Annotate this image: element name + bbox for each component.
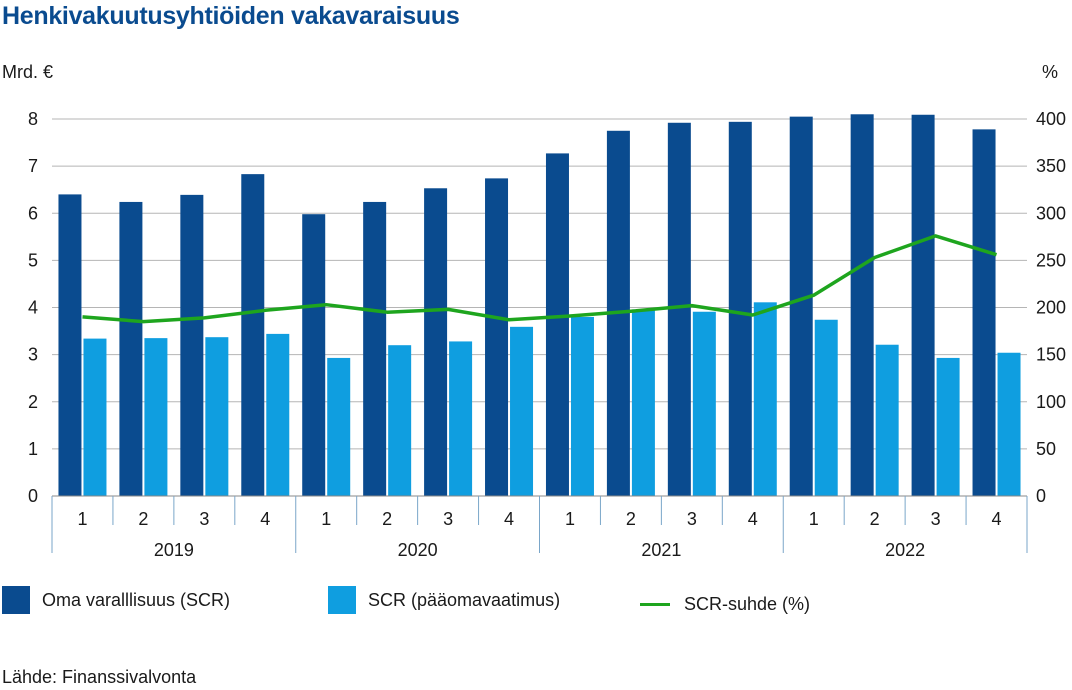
bar-scr — [875, 344, 899, 496]
x-tick-label: 3 — [931, 509, 941, 529]
y-right-tick-label: 400 — [1036, 109, 1066, 129]
x-tick-label: 1 — [565, 509, 575, 529]
legend-item-scr: SCR (pääomavaatimus) — [328, 586, 560, 614]
y-right-axis-label: % — [1042, 62, 1058, 82]
y-left-tick-label: 0 — [28, 486, 38, 506]
bar-scr — [388, 345, 412, 496]
x-tick-label: 3 — [199, 509, 209, 529]
legend-item-own-funds: Oma varalllisuus (SCR) — [2, 586, 230, 614]
x-tick-label: 1 — [77, 509, 87, 529]
bar-scr — [692, 311, 716, 496]
x-tick-label: 2 — [626, 509, 636, 529]
bar-scr — [631, 309, 655, 496]
bar-scr — [266, 333, 290, 496]
source-note: Lähde: Finanssivalvonta — [2, 667, 197, 687]
y-right-tick-label: 150 — [1036, 345, 1066, 365]
y-right-tick-label: 50 — [1036, 439, 1056, 459]
legend-label-scr: SCR (pääomavaatimus) — [368, 589, 561, 610]
bar-scr — [327, 357, 351, 496]
bar-own-funds — [850, 114, 874, 496]
x-group-label: 2022 — [885, 540, 925, 560]
bar-scr — [83, 338, 107, 496]
y-left-tick-label: 8 — [28, 109, 38, 129]
bar-own-funds — [180, 194, 204, 496]
bar-own-funds — [485, 178, 509, 496]
x-tick-label: 3 — [443, 509, 453, 529]
y-left-tick-label: 3 — [28, 345, 38, 365]
bar-scr — [449, 341, 473, 496]
x-tick-label: 4 — [260, 509, 270, 529]
bar-own-funds — [911, 114, 935, 496]
x-tick-label: 1 — [321, 509, 331, 529]
y-left-tick-label: 7 — [28, 156, 38, 176]
chart-title: Henkivakuutusyhtiöiden vakavaraisuus — [2, 2, 460, 30]
y-left-tick-label: 4 — [28, 298, 38, 318]
bar-scr — [753, 302, 777, 496]
x-tick-label: 2 — [138, 509, 148, 529]
x-tick-label: 2 — [870, 509, 880, 529]
bar-scr — [936, 357, 960, 496]
x-tick-label: 1 — [809, 509, 819, 529]
bar-own-funds — [58, 194, 82, 496]
legend-label-own-funds: Oma varalllisuus (SCR) — [42, 589, 231, 610]
bars — [58, 114, 1021, 497]
y-left-tick-label: 1 — [28, 439, 38, 459]
x-tick-label: 2 — [382, 509, 392, 529]
y-left-tick-label: 5 — [28, 250, 38, 270]
y-right-tick-label: 0 — [1036, 486, 1046, 506]
y-right-tick-label: 200 — [1036, 298, 1066, 318]
bar-scr — [144, 338, 168, 496]
bar-own-funds — [241, 174, 265, 497]
bar-scr — [205, 337, 229, 496]
scr-ratio-line — [82, 234, 998, 324]
x-group-label: 2021 — [641, 540, 681, 560]
bar-scr — [570, 316, 594, 496]
bar-own-funds — [972, 129, 996, 496]
bar-own-funds — [363, 201, 387, 496]
legend-item-scr-ratio: SCR-suhde (%) — [640, 590, 810, 618]
y-right-tick-label: 350 — [1036, 156, 1066, 176]
y-right-tick-label: 300 — [1036, 203, 1066, 223]
bar-own-funds — [789, 116, 813, 497]
bar-own-funds — [545, 153, 569, 496]
ratio-line — [82, 234, 998, 324]
x-tick-label: 3 — [687, 509, 697, 529]
bar-scr — [997, 352, 1021, 496]
bar-own-funds — [119, 201, 143, 496]
legend-swatch-scr — [328, 586, 356, 614]
y-right-tick-label: 100 — [1036, 392, 1066, 412]
x-group-label: 2020 — [398, 540, 438, 560]
legend-swatch-own-funds — [2, 586, 30, 614]
bar-own-funds — [424, 188, 448, 496]
y-left-tick-label: 6 — [28, 203, 38, 223]
bar-own-funds — [667, 122, 691, 497]
legend-line-scr-ratio — [640, 602, 670, 606]
y-right-tick-label: 250 — [1036, 250, 1066, 270]
bar-scr — [814, 319, 838, 496]
x-tick-label: 4 — [504, 509, 514, 529]
legend-label-scr-ratio: SCR-suhde (%) — [684, 593, 811, 614]
bar-own-funds — [302, 214, 326, 496]
bar-scr — [510, 326, 534, 496]
y-left-axis-label: Mrd. € — [2, 62, 53, 82]
x-tick-label: 4 — [992, 509, 1002, 529]
x-group-label: 2019 — [154, 540, 194, 560]
bar-own-funds — [728, 121, 752, 496]
axes: 0 1 2 3 4 5 6 7 8 0 50 100 150 200 250 300 350 400 Mrd. €%… — [2, 62, 1066, 560]
y-left-tick-label: 2 — [28, 392, 38, 412]
x-tick-label: 4 — [748, 509, 758, 529]
